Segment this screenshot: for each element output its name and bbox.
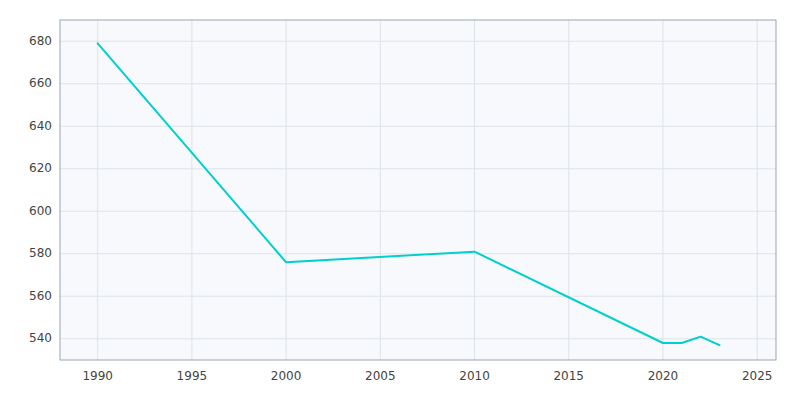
tick-label-y: 640 bbox=[29, 119, 52, 133]
tick-label-x: 2005 bbox=[365, 369, 396, 383]
tick-label-y: 620 bbox=[29, 161, 52, 175]
grid-line-x bbox=[191, 20, 192, 360]
tick-label-x: 2015 bbox=[553, 369, 584, 383]
grid-line-x bbox=[568, 20, 569, 360]
grid-line-x bbox=[757, 20, 758, 360]
grid-line-x bbox=[380, 20, 381, 360]
axes: 540 560 580 600 620 640 660 680 1990 1995 2000 2005… bbox=[29, 34, 772, 383]
grid-line-y bbox=[60, 83, 776, 84]
grid-line-y bbox=[60, 296, 776, 297]
tick-label-x: 1990 bbox=[82, 369, 113, 383]
grid-line-y bbox=[60, 338, 776, 339]
grid-line-y bbox=[60, 168, 776, 169]
grid-line-x bbox=[286, 20, 287, 360]
grid-line-x bbox=[97, 20, 98, 360]
grid-line-y bbox=[60, 211, 776, 212]
tick-label-y: 560 bbox=[29, 289, 52, 303]
tick-label-x: 2000 bbox=[271, 369, 302, 383]
tick-label-x: 2025 bbox=[742, 369, 773, 383]
chart-svg: 540 560 580 600 620 640 660 680 1990 1995 2000 2005… bbox=[0, 0, 800, 400]
grid-line-x bbox=[662, 20, 663, 360]
plot-background bbox=[60, 20, 776, 360]
grid-line-x bbox=[474, 20, 475, 360]
data-line bbox=[98, 43, 720, 345]
tick-label-y: 540 bbox=[29, 331, 52, 345]
tick-label-y: 600 bbox=[29, 204, 52, 218]
data-group bbox=[98, 43, 720, 345]
tick-label-y: 580 bbox=[29, 246, 52, 260]
grid bbox=[60, 20, 776, 360]
grid-line-y bbox=[60, 126, 776, 127]
plot-frame bbox=[60, 20, 776, 360]
tick-label-x: 2020 bbox=[648, 369, 679, 383]
tick-label-y: 680 bbox=[29, 34, 52, 48]
tick-label-y: 660 bbox=[29, 76, 52, 90]
tick-label-x: 1995 bbox=[177, 369, 208, 383]
tick-label-x: 2010 bbox=[459, 369, 490, 383]
chart-container: 540 560 580 600 620 640 660 680 1990 1995 2000 2005… bbox=[0, 0, 800, 400]
grid-line-y bbox=[60, 41, 776, 42]
